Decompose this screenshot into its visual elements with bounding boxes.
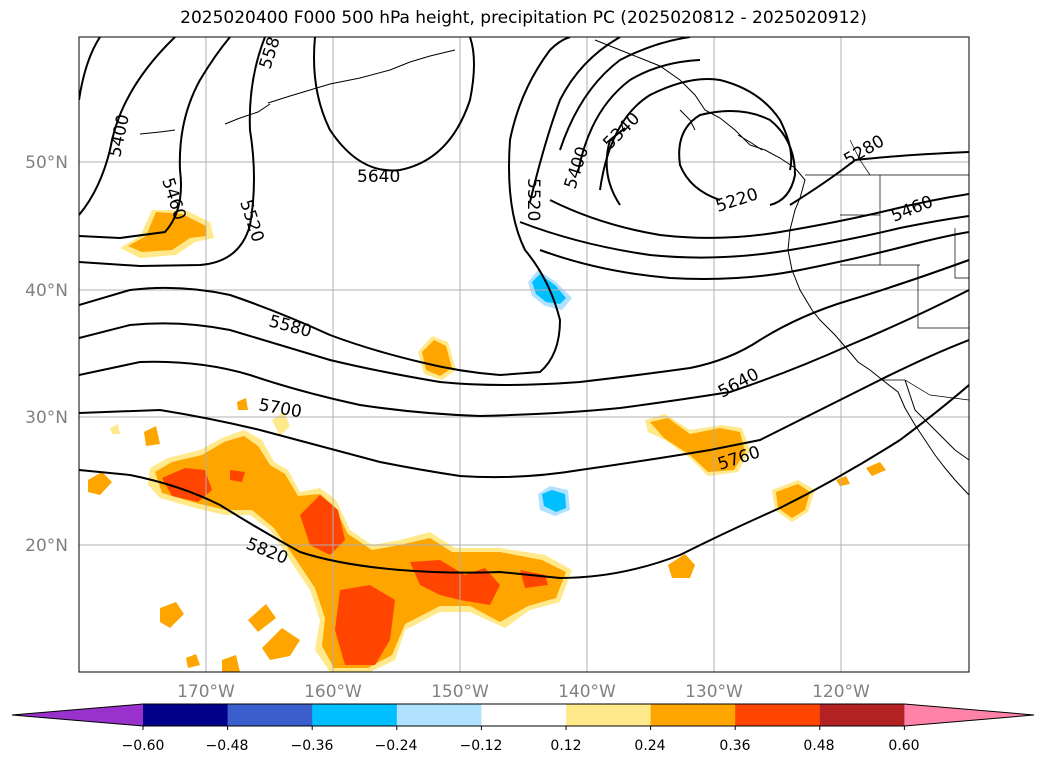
contour-5460-east bbox=[559, 37, 691, 151]
height-contours bbox=[79, 37, 969, 580]
lat-label: 30°N bbox=[25, 408, 68, 428]
contour-label: 5520 bbox=[523, 178, 543, 221]
contour-5820 bbox=[79, 384, 969, 580]
lon-label: 170°W bbox=[177, 682, 235, 702]
colorbar-box bbox=[819, 704, 905, 726]
contour-5520-west bbox=[79, 37, 266, 268]
lon-label: 160°W bbox=[304, 682, 362, 702]
precip-shading bbox=[88, 210, 886, 672]
borders bbox=[805, 139, 969, 401]
colorbar-box bbox=[566, 704, 652, 726]
contour-5640-mid bbox=[313, 37, 475, 172]
contour-5460-west bbox=[79, 37, 231, 240]
contour-5400-east bbox=[577, 59, 701, 173]
colorbar-box bbox=[735, 704, 821, 726]
colorbar-tick-label: 0.48 bbox=[803, 738, 834, 754]
colorbar-box bbox=[650, 704, 736, 726]
colorbar-extend-min bbox=[12, 704, 143, 726]
contour-5640-band bbox=[79, 259, 969, 386]
lat-label: 20°N bbox=[25, 536, 68, 556]
lon-label: 120°W bbox=[812, 682, 870, 702]
contour-5700 bbox=[79, 289, 969, 418]
map-panel: 5580 5400 5460 5520 5640 5520 5400 5340 … bbox=[79, 37, 969, 672]
colorbar-tick-label: −0.48 bbox=[206, 738, 249, 754]
lon-labels: 170°W 160°W 150°W 140°W 130°W 120°W bbox=[177, 682, 870, 702]
gridlines bbox=[79, 37, 969, 672]
contour-5760 bbox=[79, 339, 969, 479]
colorbar-box bbox=[143, 704, 229, 726]
colorbar-box bbox=[396, 704, 482, 726]
precip-area-hawaii-red bbox=[162, 468, 212, 502]
colorbar-tick-label: −0.12 bbox=[460, 738, 503, 754]
contour-5400-west bbox=[79, 37, 176, 216]
colorbar-tick-label: 0.36 bbox=[719, 738, 750, 754]
lon-label: 140°W bbox=[558, 682, 616, 702]
map-frame bbox=[78, 36, 970, 673]
colorbar-box bbox=[312, 704, 398, 726]
contour-5340 bbox=[599, 78, 793, 191]
colorbar-tick-label: 0.24 bbox=[634, 738, 665, 754]
colorbar bbox=[11, 703, 1035, 730]
chart-title: 2025020400 F000 500 hPa height, precipit… bbox=[180, 8, 867, 28]
contour-5580-band bbox=[539, 231, 969, 280]
contour-5580-north bbox=[79, 37, 101, 101]
colorbar-tick-label: −0.36 bbox=[291, 738, 334, 754]
colorbar-tick-label: −0.24 bbox=[375, 738, 418, 754]
colorbar-tick-label: 0.60 bbox=[888, 738, 919, 754]
contour-5220 bbox=[678, 110, 797, 206]
contour-5580-long bbox=[79, 37, 571, 377]
contour-5460-band bbox=[549, 193, 969, 239]
precip-area-hawaii-orange bbox=[155, 436, 566, 668]
lon-label: 150°W bbox=[431, 682, 489, 702]
colorbar-extend-max bbox=[904, 704, 1034, 726]
lon-label: 130°W bbox=[685, 682, 743, 702]
lat-label: 50°N bbox=[25, 153, 68, 173]
colorbar-ticks: −0.60 −0.48 −0.36 −0.24 −0.12 0.12 0.24 … bbox=[122, 738, 920, 754]
contour-5520-band bbox=[519, 215, 969, 259]
contour-label: 5640 bbox=[357, 167, 400, 187]
lat-label: 40°N bbox=[25, 281, 68, 301]
colorbar-box bbox=[227, 704, 313, 726]
colorbar-tick-label: −0.60 bbox=[122, 738, 165, 754]
contour-5520-east bbox=[529, 37, 621, 203]
colorbar-tick-label: 0.12 bbox=[550, 738, 581, 754]
colorbar-box bbox=[481, 704, 567, 726]
contour-5280 bbox=[605, 127, 969, 206]
lat-labels: 50°N 40°N 30°N 20°N bbox=[25, 153, 68, 556]
